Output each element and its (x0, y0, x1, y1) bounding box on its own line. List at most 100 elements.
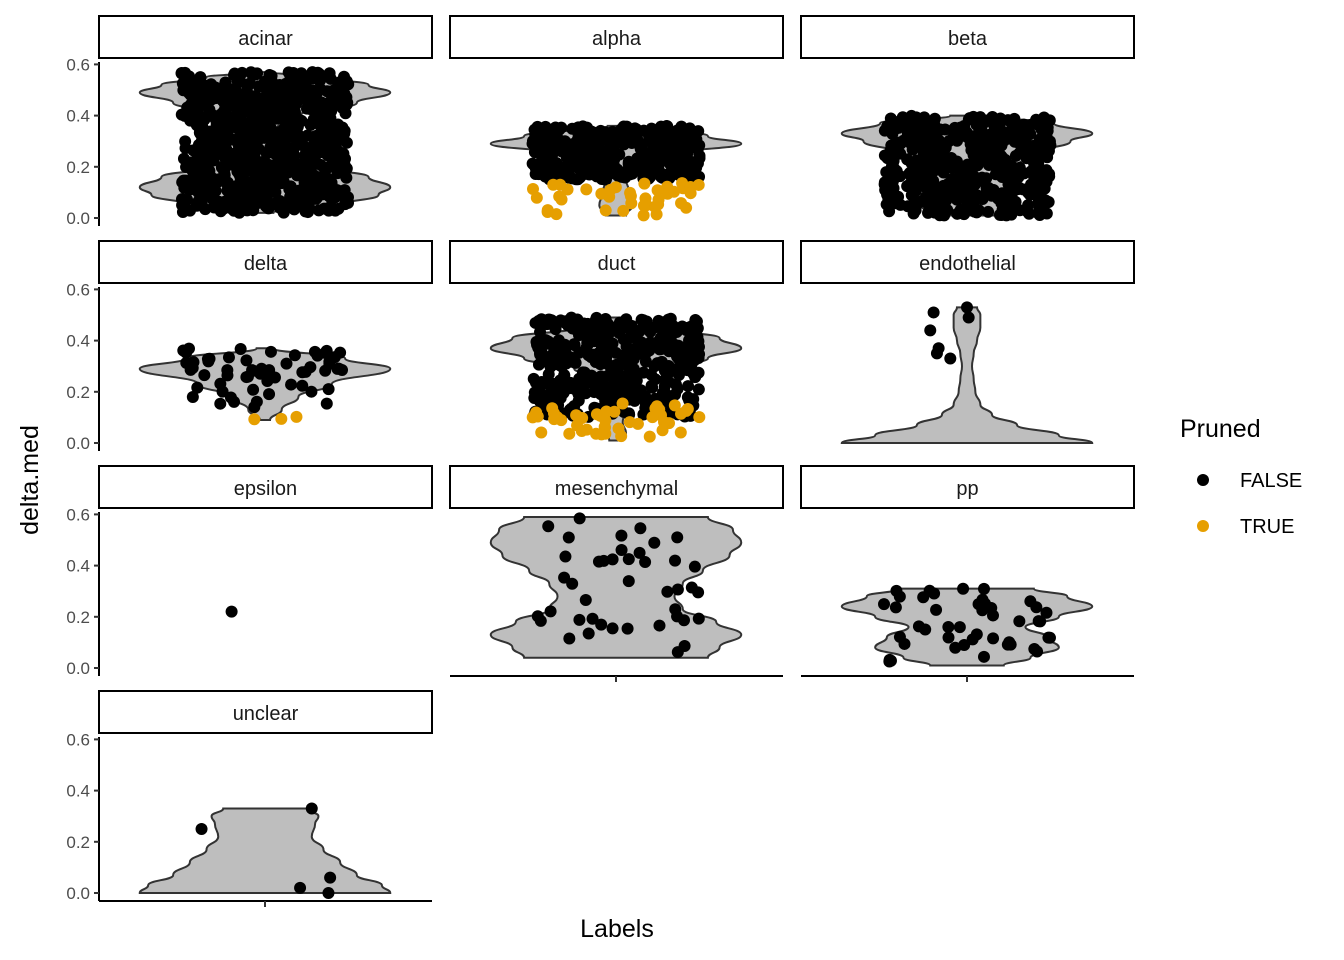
point-false (1043, 167, 1056, 180)
point-false (575, 169, 588, 182)
point-false (261, 118, 274, 131)
point-false (209, 136, 222, 149)
point-false (970, 118, 983, 131)
point-true (554, 178, 567, 191)
point-false (312, 204, 325, 217)
point-false (988, 120, 1001, 133)
point-false (977, 152, 990, 165)
point-false (280, 357, 293, 370)
facet-strip (98, 15, 433, 59)
point-false (314, 158, 327, 171)
y-tick-label: 0.0 (66, 659, 90, 678)
point-true (546, 402, 559, 415)
point-false (287, 79, 300, 92)
y-tick-label: 0.2 (66, 383, 90, 402)
point-false (1029, 176, 1042, 189)
point-false (177, 344, 190, 357)
point-false (296, 379, 309, 392)
point-false (545, 385, 558, 398)
point-false (545, 357, 558, 370)
point-false (637, 366, 650, 379)
point-true (652, 198, 665, 211)
point-false (273, 78, 286, 91)
point-false (903, 167, 916, 180)
facet-panel-delta: delta 0.0 0.2 0.4 0.6 (66, 240, 433, 453)
point-false (542, 520, 555, 533)
point-false (893, 630, 906, 643)
point-false (1024, 595, 1037, 608)
point-false (643, 344, 656, 357)
facet-strip-label: endothelial (919, 253, 1016, 275)
y-tick-label: 0.6 (66, 730, 90, 749)
point-false (222, 351, 235, 364)
point-false (216, 94, 229, 107)
point-false (336, 101, 349, 114)
legend-key-true (1197, 520, 1209, 532)
point-false (979, 132, 992, 145)
point-false (919, 623, 932, 636)
point-false (596, 157, 609, 170)
point-false (319, 346, 332, 359)
point-false (551, 126, 564, 139)
facet-strip (449, 240, 784, 284)
point-false (234, 343, 247, 356)
point-false (907, 207, 920, 220)
point-false (542, 335, 555, 348)
y-tick-label: 0.2 (66, 608, 90, 627)
point-false (310, 184, 323, 197)
point-false (977, 650, 990, 663)
point-true (612, 422, 625, 435)
point-false (186, 362, 199, 375)
point-false (647, 165, 660, 178)
point-false (1006, 119, 1019, 132)
point-false (338, 159, 351, 172)
point-false (1003, 161, 1016, 174)
point-false (183, 180, 196, 193)
y-tick-label: 0.4 (66, 107, 90, 126)
y-tick-label: 0.0 (66, 434, 90, 453)
point-false (663, 345, 676, 358)
point-false (942, 631, 955, 644)
point-true (571, 419, 584, 432)
point-true (674, 426, 687, 439)
point-false (613, 326, 626, 339)
point-false (334, 148, 347, 161)
facet-strip (800, 465, 1135, 509)
point-false (658, 138, 671, 151)
point-false (294, 881, 307, 894)
facet-panel-acinar: acinar 0.0 0.2 0.4 0.6 (66, 15, 433, 228)
point-false (692, 612, 705, 625)
legend-label: FALSE (1240, 470, 1302, 492)
point-true (580, 183, 593, 196)
point-false (978, 597, 991, 610)
point-false (661, 585, 674, 598)
facet-strip-label: unclear (233, 703, 299, 725)
point-false (325, 177, 338, 190)
point-false (586, 612, 599, 625)
point-false (669, 554, 682, 567)
point-false (1041, 124, 1054, 137)
point-false (225, 83, 238, 96)
point-false (253, 133, 266, 146)
point-false (235, 107, 248, 120)
point-false (1021, 205, 1034, 218)
point-false (248, 401, 261, 414)
point-false (595, 379, 608, 392)
facet-strip (98, 240, 433, 284)
point-false (249, 68, 262, 81)
point-false (633, 546, 646, 559)
point-false (183, 204, 196, 217)
point-false (308, 136, 321, 149)
point-false (227, 69, 240, 82)
point-false (689, 169, 702, 182)
y-tick-label: 0.0 (66, 209, 90, 228)
point-false (239, 96, 252, 109)
point-false (635, 388, 648, 401)
point-false (595, 172, 608, 185)
point-false (594, 127, 607, 140)
point-true (638, 177, 651, 190)
point-false (996, 171, 1009, 184)
point-false (609, 136, 622, 149)
point-false (1028, 642, 1041, 655)
point-false (528, 146, 541, 159)
